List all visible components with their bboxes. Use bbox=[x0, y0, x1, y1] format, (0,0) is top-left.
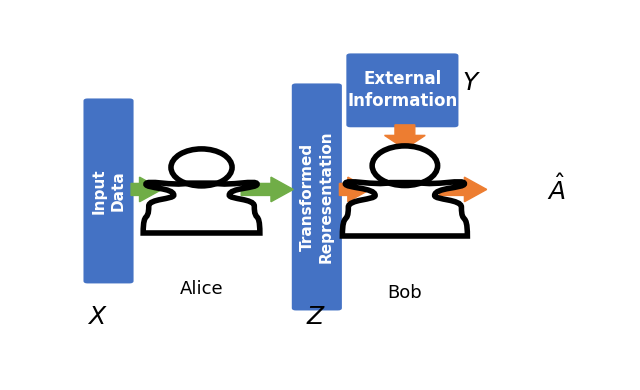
FancyArrow shape bbox=[339, 177, 370, 202]
Circle shape bbox=[372, 146, 438, 186]
FancyBboxPatch shape bbox=[292, 83, 342, 310]
FancyBboxPatch shape bbox=[346, 53, 458, 127]
FancyArrow shape bbox=[241, 177, 293, 202]
Circle shape bbox=[171, 149, 232, 186]
PathPatch shape bbox=[342, 182, 467, 236]
Text: $Z$: $Z$ bbox=[305, 305, 326, 329]
PathPatch shape bbox=[143, 183, 260, 233]
Text: Bob: Bob bbox=[387, 284, 422, 302]
Text: Input
Data: Input Data bbox=[92, 168, 125, 214]
FancyArrow shape bbox=[440, 177, 486, 202]
Text: External
Information: External Information bbox=[348, 70, 458, 110]
FancyBboxPatch shape bbox=[83, 98, 134, 284]
Text: Alice: Alice bbox=[180, 280, 223, 298]
Text: Transformed
Representation: Transformed Representation bbox=[300, 131, 333, 263]
Text: $Y$: $Y$ bbox=[462, 71, 481, 95]
FancyArrow shape bbox=[131, 177, 162, 202]
Text: $X$: $X$ bbox=[87, 305, 108, 329]
FancyArrow shape bbox=[385, 125, 425, 149]
Text: $\hat{A}$: $\hat{A}$ bbox=[547, 174, 566, 205]
